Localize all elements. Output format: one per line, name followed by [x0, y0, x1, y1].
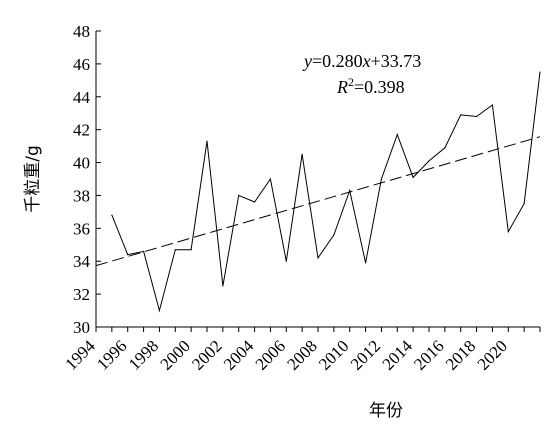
data-point: [206, 140, 208, 142]
r-squared-exponent: 2: [348, 75, 354, 89]
data-point: [428, 160, 430, 162]
data-point: [475, 115, 478, 118]
data-point: [491, 104, 494, 106]
y-tick-label: 38: [73, 186, 90, 205]
y-tick-label: 36: [73, 219, 90, 238]
data-point: [396, 134, 398, 136]
data-point: [127, 254, 129, 256]
data-point: [190, 249, 192, 251]
data-point: [142, 250, 145, 252]
r-squared-symbol: R: [336, 77, 348, 97]
y-tick-label: 44: [73, 88, 91, 107]
equation-x-var: x: [362, 51, 371, 71]
data-point: [238, 194, 240, 197]
x-tick-label: 2014: [378, 336, 416, 374]
x-tick-label: 1996: [93, 336, 130, 373]
data-point: [317, 257, 319, 259]
x-ticks: 1994199619982000200220042006200820102012…: [61, 327, 541, 374]
data-point: [301, 153, 303, 155]
data-point: [412, 176, 414, 178]
x-tick-label: 2006: [252, 336, 289, 373]
y-tick-label: 42: [73, 121, 90, 140]
data-point: [333, 234, 335, 236]
axes: [95, 31, 540, 328]
regression-equation: y=0.280x+33.73: [302, 51, 421, 71]
x-tick-label: 2020: [474, 336, 511, 373]
x-tick-label: 2004: [220, 336, 258, 374]
data-point: [349, 189, 351, 192]
r-squared-value: =0.398: [354, 77, 405, 97]
y-tick-label: 30: [73, 318, 90, 337]
data-point: [285, 260, 287, 262]
x-axis-title: 年份: [369, 401, 403, 421]
data-point: [253, 201, 256, 203]
data-point: [158, 309, 161, 312]
data-point: [460, 114, 462, 116]
x-tick-label: 2012: [347, 336, 384, 373]
x-tick-label: 2018: [442, 336, 479, 373]
y-tick-label: 32: [73, 285, 90, 304]
data-point: [364, 262, 367, 264]
series-line: [111, 72, 541, 313]
y-tick-label: 34: [73, 252, 91, 271]
data-point: [539, 71, 541, 73]
equation-slope: =0.280: [312, 51, 363, 71]
y-ticks: 30 32 34 36 38 40 42 44 46 48: [73, 22, 101, 337]
r-squared: R2=0.398: [336, 75, 405, 97]
data-point: [111, 214, 113, 216]
data-point: [174, 249, 176, 251]
y-tick-label: 46: [73, 55, 90, 74]
trendline: [95, 136, 541, 267]
equation-intercept: +33.73: [371, 51, 422, 71]
x-tick-label: 1994: [61, 336, 99, 374]
data-point: [444, 147, 446, 149]
y-axis-title: 千粒重/g: [23, 145, 43, 213]
data-point: [380, 178, 383, 180]
trendline-group: [95, 136, 541, 267]
x-tick-label: 2008: [283, 336, 320, 373]
data-point: [523, 203, 525, 205]
x-tick-label: 2002: [188, 336, 225, 373]
series-group: [111, 71, 541, 313]
data-point: [222, 285, 224, 287]
x-tick-label: 2016: [410, 336, 447, 373]
x-tick-label: 2000: [156, 336, 193, 373]
data-point: [507, 231, 509, 233]
x-tick-label: 1998: [125, 336, 162, 373]
x-tick-label: 2010: [315, 336, 352, 373]
equation-y-var: y: [302, 51, 312, 71]
y-tick-label: 40: [73, 154, 90, 173]
y-tick-label: 48: [73, 22, 90, 41]
data-point: [269, 178, 272, 180]
